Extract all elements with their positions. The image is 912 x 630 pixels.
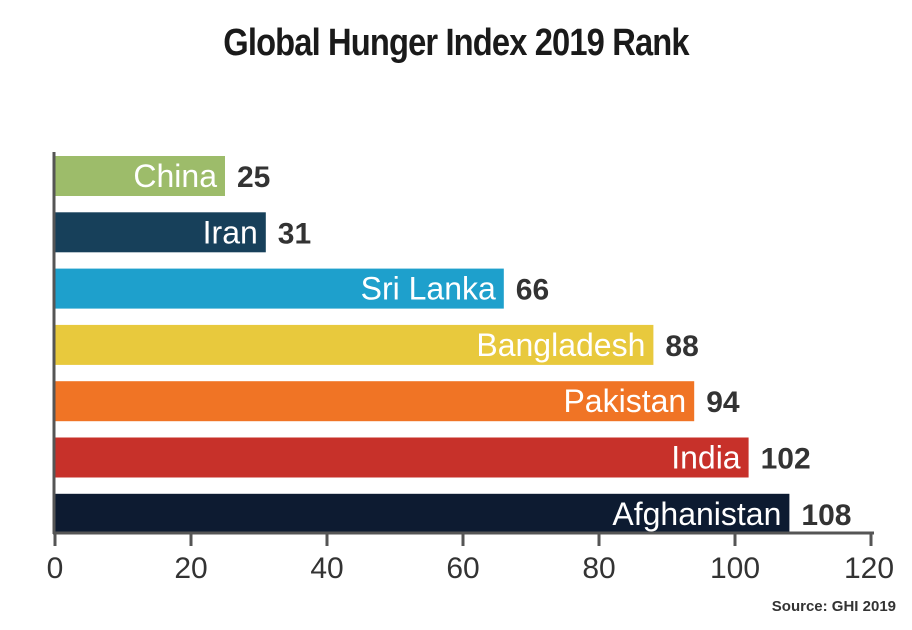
bar-label-india: India (671, 440, 741, 476)
bar-label-bangladesh: Bangladesh (476, 327, 645, 363)
x-tick-label-120: 120 (844, 552, 894, 585)
ticks-layer: 0 20 40 60 80 100 120 (47, 533, 894, 585)
x-tick-label-20: 20 (174, 552, 207, 585)
bar-label-iran: Iran (203, 214, 258, 250)
x-tick-label-0: 0 (47, 552, 64, 585)
x-tick-label-80: 80 (582, 552, 615, 585)
source-note: Source: GHI 2019 (771, 598, 896, 615)
x-tick-label-40: 40 (310, 552, 343, 585)
bar-pakistan (55, 381, 695, 422)
bar-bangladesh (55, 324, 654, 365)
value-label-pakistan: 94 (706, 386, 740, 419)
bar-label-china: China (133, 158, 217, 194)
bar-sri-lanka (55, 268, 504, 309)
bar-label-pakistan: Pakistan (563, 383, 686, 419)
bar-label-afghanistan: Afghanistan (612, 496, 781, 532)
chart-title: Global Hunger Index 2019 Rank (223, 22, 689, 64)
bars-layer: China 25 Iran 31 Sri Lanka 66 Bangladesh 88 Paki… (55, 156, 851, 534)
bar-afghanistan (55, 493, 790, 534)
x-tick-label-100: 100 (710, 552, 760, 585)
bar-india (55, 437, 749, 478)
value-label-china: 25 (237, 161, 270, 194)
bar-china (55, 156, 225, 196)
value-label-bangladesh: 88 (665, 330, 698, 363)
value-label-india: 102 (761, 443, 811, 476)
value-label-iran: 31 (278, 217, 311, 250)
x-tick-label-60: 60 (446, 552, 479, 585)
bar-iran (55, 212, 266, 253)
value-label-afghanistan: 108 (801, 499, 851, 532)
bar-label-sri-lanka: Sri Lanka (361, 271, 496, 307)
value-label-sri-lanka: 66 (516, 274, 549, 307)
